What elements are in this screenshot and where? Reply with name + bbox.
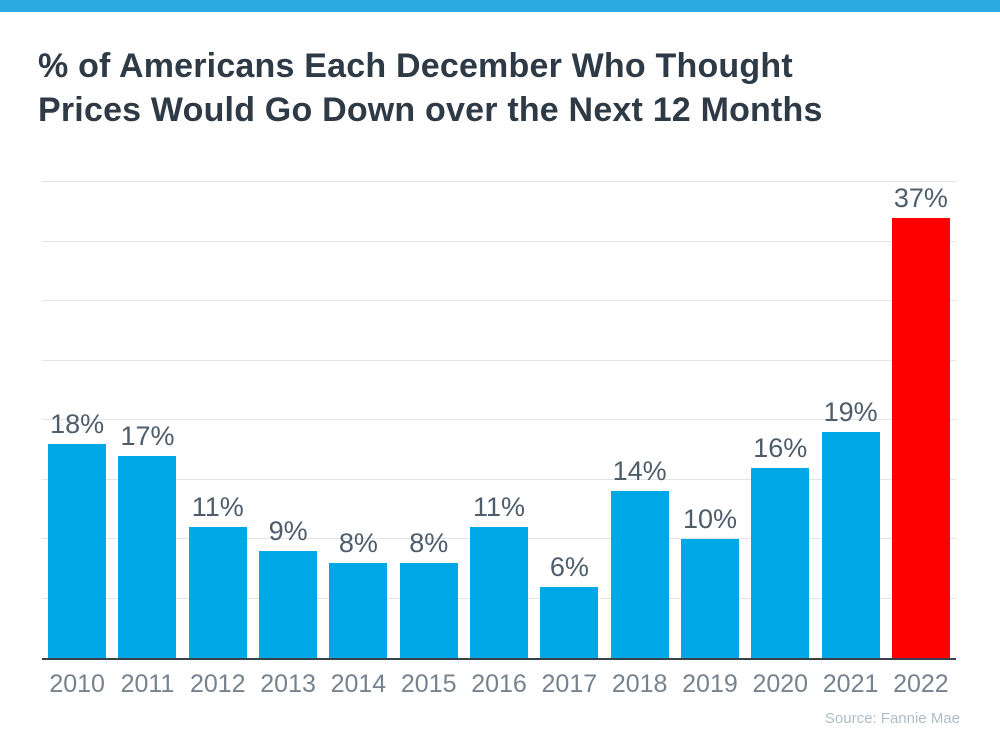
x-tick-2017: 2017 [541, 670, 598, 698]
value-label-2016: 11% [473, 492, 526, 523]
x-tick-2022: 2022 [893, 670, 949, 698]
bar-2011 [118, 455, 177, 658]
x-tick-2014: 2014 [330, 670, 387, 698]
x-tick-2021: 2021 [822, 670, 879, 698]
value-label-2013: 9% [268, 515, 308, 546]
bar-2018 [610, 491, 669, 658]
bar-2016 [470, 527, 529, 658]
value-label-2020: 16% [753, 432, 808, 463]
value-label-2022: 37% [893, 182, 948, 213]
value-label-2015: 8% [409, 527, 449, 558]
bar-slot-2018: 14% 2018 [605, 182, 675, 698]
bar-2017 [540, 586, 599, 658]
bar-slot-2017: 6% 2017 [534, 182, 604, 698]
x-tick-2020: 2020 [752, 670, 809, 698]
gridline-25 [42, 359, 956, 361]
bar-2014 [329, 562, 388, 658]
bar-slot-2019: 10% 2019 [675, 182, 745, 698]
value-label-2019: 10% [682, 504, 737, 534]
bar-slot-2012: 11% 2012 [183, 182, 253, 698]
bar-2020 [751, 467, 810, 658]
x-tick-2016: 2016 [471, 670, 527, 698]
x-tick-2012: 2012 [189, 670, 246, 698]
value-label-2012: 11% [191, 492, 244, 523]
bar-2012 [188, 527, 247, 658]
gridline-35 [42, 240, 956, 242]
value-label-2011: 17% [120, 420, 175, 451]
bar-slot-2014: 8% 2014 [323, 182, 393, 698]
x-tick-2011: 2011 [120, 670, 175, 698]
chart-title-line2: Prices Would Go Down over the Next 12 Mo… [38, 91, 823, 129]
chart-plot-area: 18% 2010 17% 2011 11% 2012 9% 2013 8% 2014 8% 2015 1… [42, 181, 956, 698]
value-label-2018: 14% [612, 456, 667, 487]
gridline-40 [42, 181, 956, 182]
bar-2013 [259, 550, 318, 658]
bar-slot-2011: 17% 2011 [112, 182, 182, 698]
bar-2022 [891, 217, 950, 658]
gridline-30 [42, 300, 956, 301]
chart-title-line1: % of Americans Each December Who Thought [38, 47, 793, 85]
x-tick-2018: 2018 [611, 670, 668, 698]
value-label-2014: 8% [338, 527, 378, 558]
gridline-15 [42, 478, 956, 480]
bar-slot-2020: 16% 2020 [745, 182, 815, 698]
bar-slot-2010: 18% 2010 [42, 182, 112, 698]
header-accent-strip [0, 0, 1000, 12]
bar-slot-2013: 9% 2013 [253, 182, 323, 698]
bar-slot-2016: 11% 2016 [464, 182, 534, 698]
bar-slot-2021: 19% 2021 [815, 182, 885, 698]
x-tick-2015: 2015 [400, 670, 457, 698]
x-tick-2010: 2010 [49, 670, 105, 698]
x-tick-2019: 2019 [682, 670, 738, 698]
value-label-2010: 18% [50, 408, 105, 439]
x-tick-2013: 2013 [260, 670, 316, 698]
bar-2015 [399, 562, 458, 658]
bar-2010 [48, 443, 107, 658]
bar-slot-2022: 37% 2022 [886, 182, 956, 698]
chart-title: % of Americans Each December Who Thought… [38, 44, 958, 132]
bar-slot-2015: 8% 2015 [394, 182, 464, 698]
bar-2019 [680, 539, 739, 658]
source-note: Source: Fannie Mae [824, 710, 960, 727]
gridline-20 [42, 419, 956, 420]
bars-row: 18% 2010 17% 2011 11% 2012 9% 2013 8% 2014 8% 2015 1… [42, 182, 956, 698]
bar-2021 [821, 431, 880, 658]
value-label-2017: 6% [549, 551, 589, 582]
value-label-2021: 19% [823, 396, 878, 427]
